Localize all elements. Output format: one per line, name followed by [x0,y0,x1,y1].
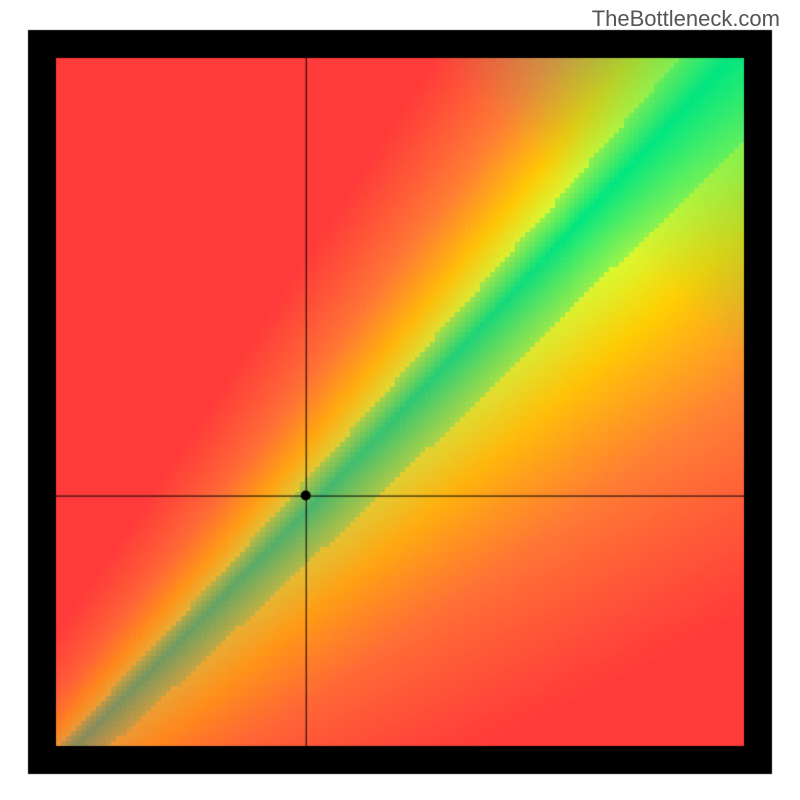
heatmap-canvas [0,0,800,800]
chart-container: TheBottleneck.com [0,0,800,800]
watermark-text: TheBottleneck.com [592,6,780,32]
